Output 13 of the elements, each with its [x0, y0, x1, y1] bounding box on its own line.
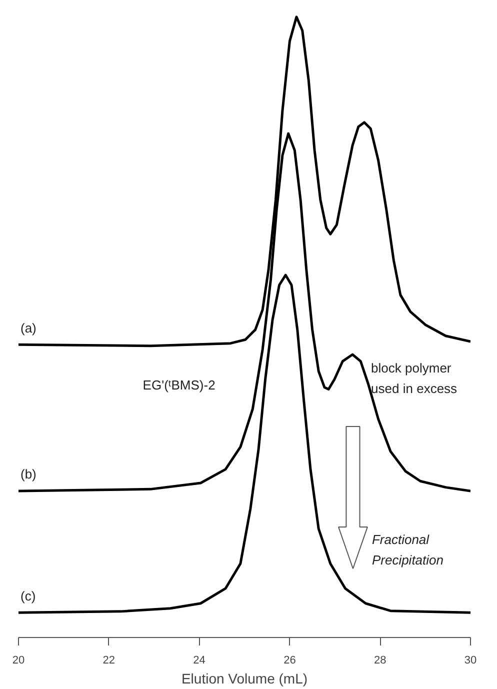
x-tick-label: 22: [102, 654, 116, 666]
x-axis-title: Elution Volume (mL): [181, 670, 308, 686]
x-tick-label: 28: [374, 654, 386, 666]
x-tick-label: 24: [193, 654, 206, 666]
x-tick-label: 30: [464, 654, 477, 666]
annotation: EG'(ᵗBMS)-2: [142, 377, 216, 392]
series-label: (c): [20, 588, 36, 604]
x-tick-label: 20: [12, 654, 25, 666]
annotation: block polymer used in excess: [371, 360, 458, 396]
series-label: (b): [20, 466, 36, 482]
series-label: (a): [20, 320, 36, 336]
annotation: Fractional Precipitation: [372, 532, 444, 568]
x-tick-label: 26: [284, 654, 296, 666]
